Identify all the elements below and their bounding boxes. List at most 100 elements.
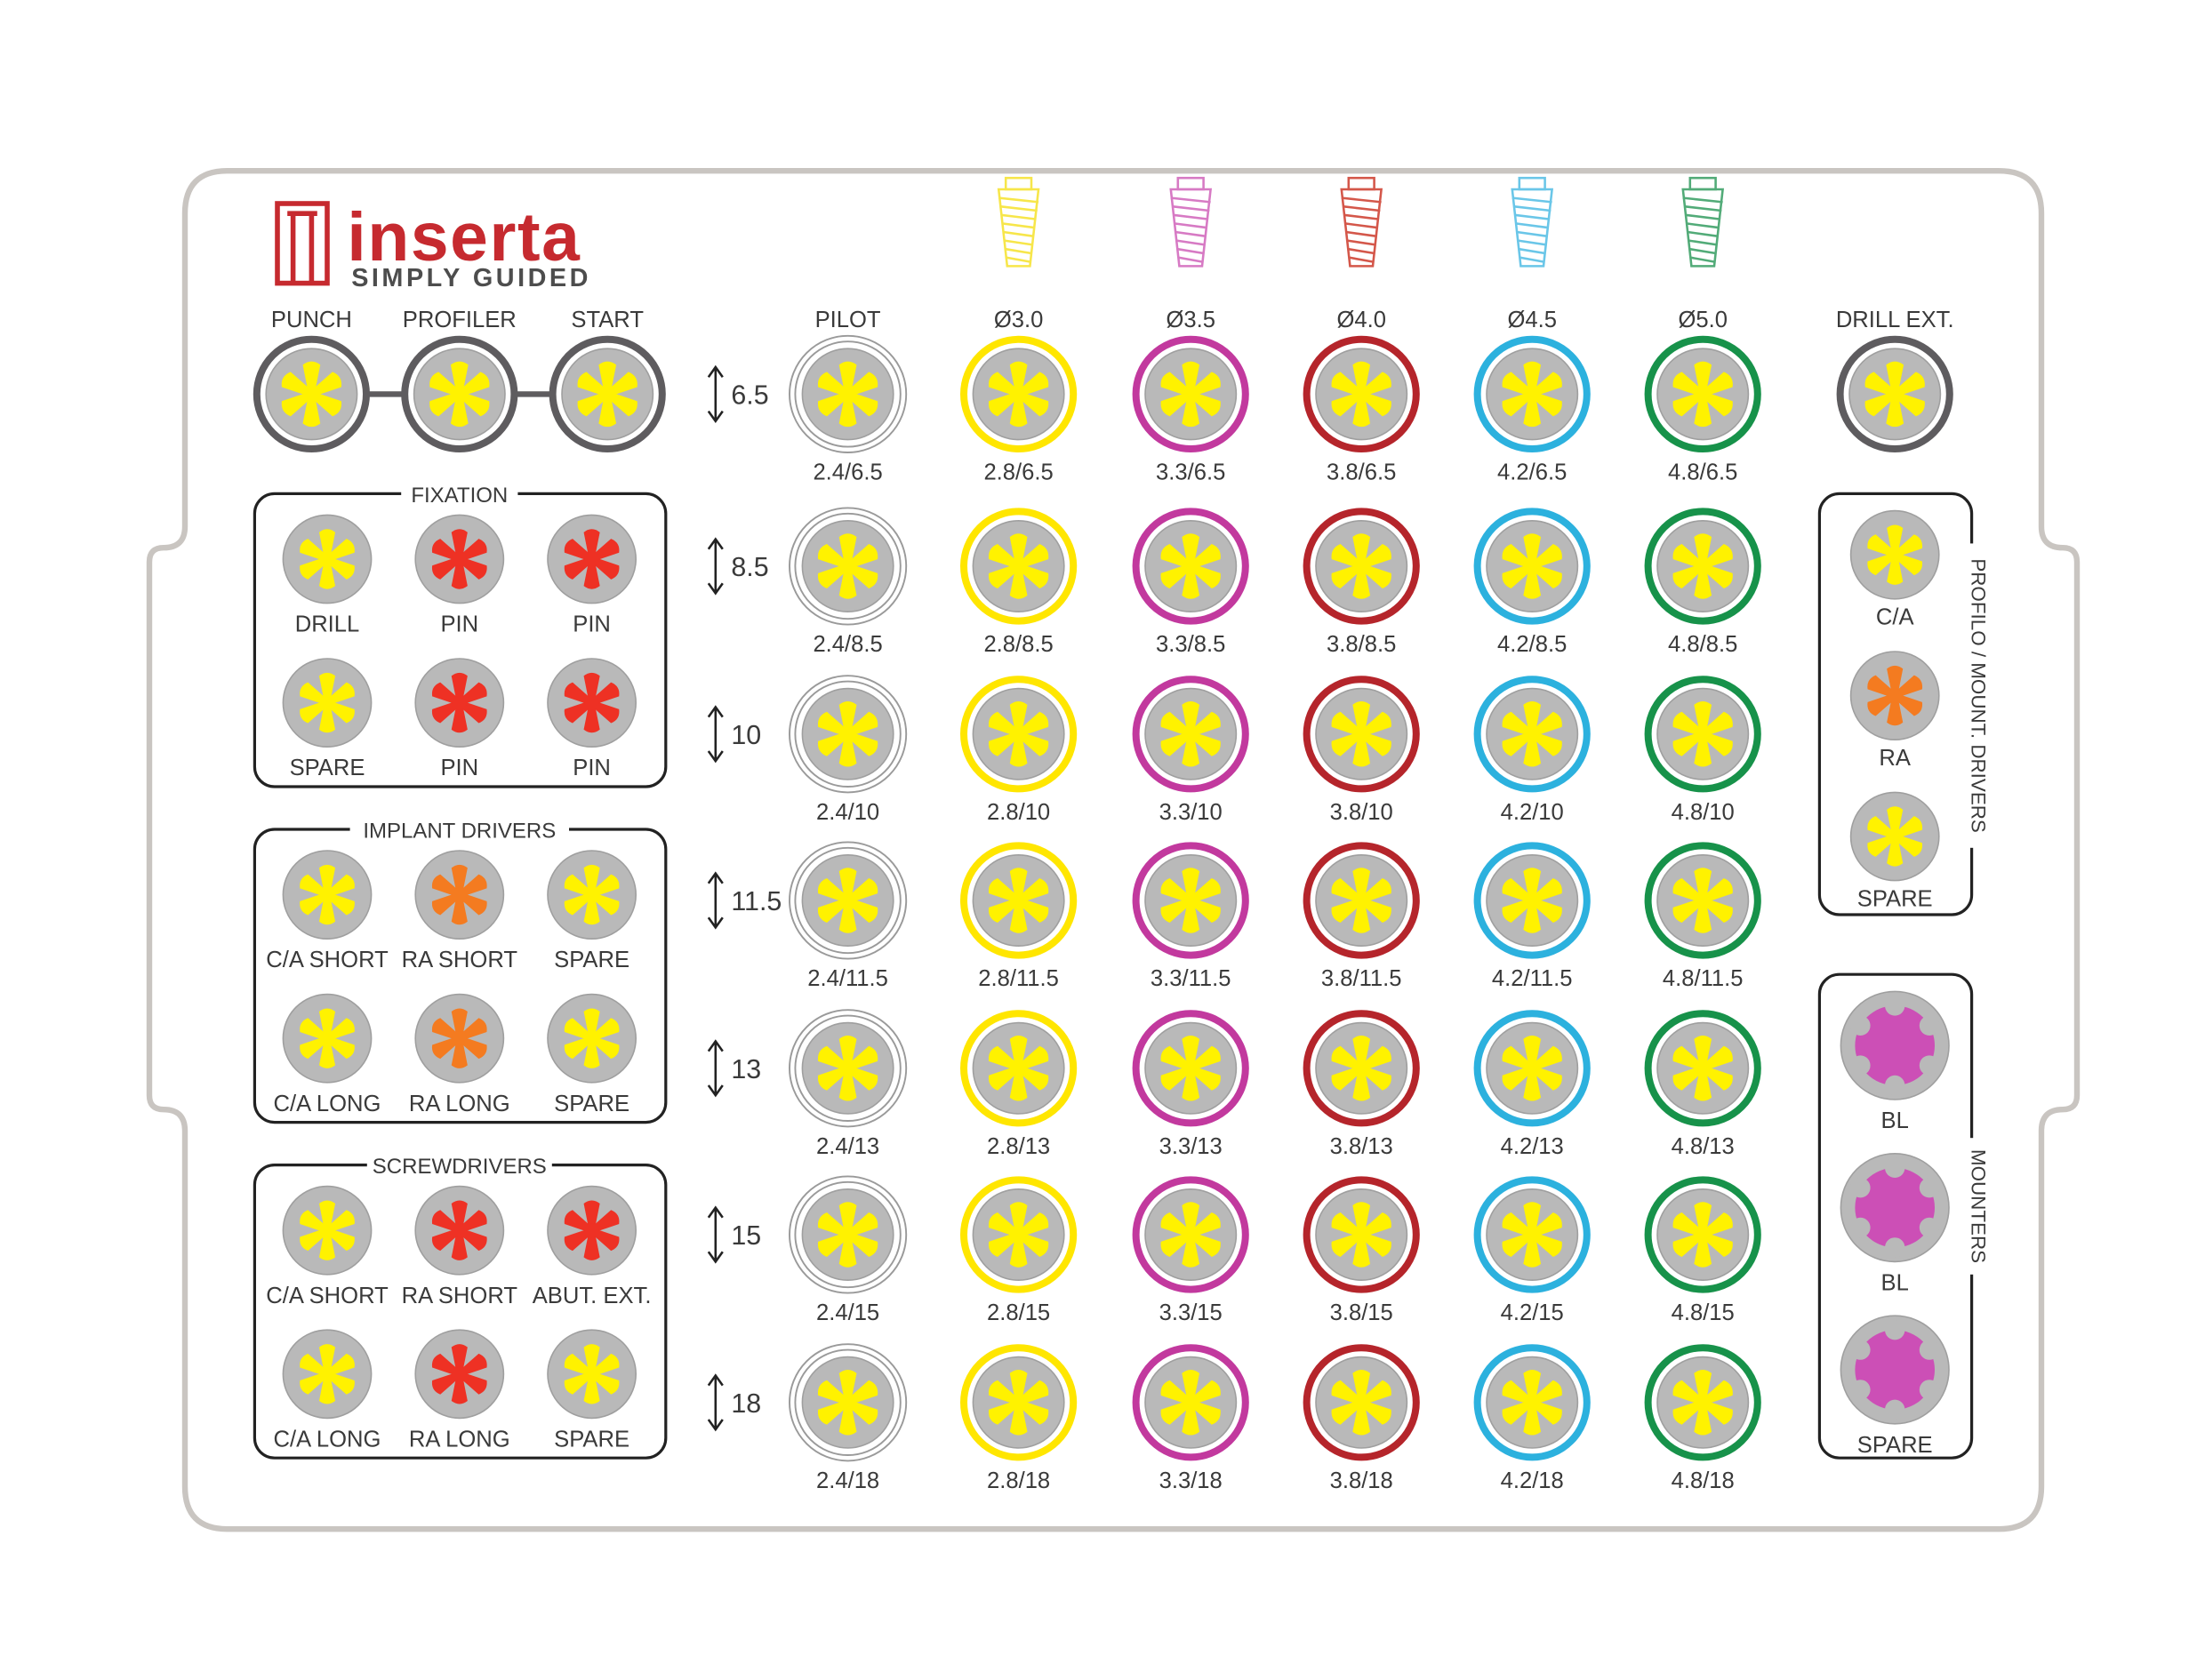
punch-slot[interactable] [253, 335, 370, 452]
drill-slot[interactable] [1644, 508, 1761, 625]
drill-slot[interactable] [789, 675, 908, 794]
slot-ra-long[interactable] [414, 993, 505, 1084]
brand-logo: inserta SIMPLY GUIDED [275, 199, 588, 292]
drill-slot[interactable] [1473, 1176, 1591, 1293]
slot-label: SPARE [554, 1427, 629, 1452]
star-icon [1502, 701, 1562, 767]
drill-slot[interactable] [1473, 335, 1591, 452]
slot-pin[interactable] [414, 514, 505, 604]
drill-slot[interactable] [789, 334, 908, 453]
drill-slot[interactable] [960, 508, 1078, 625]
drill-slot[interactable] [1644, 1344, 1761, 1461]
drill-slot[interactable] [1132, 676, 1249, 793]
star-icon [300, 672, 355, 733]
slot-label: SPARE [554, 1092, 629, 1116]
drill-slot[interactable] [1303, 1176, 1420, 1293]
mounter-slot[interactable] [1840, 1315, 1950, 1425]
slot-spare[interactable] [282, 658, 373, 748]
slot-label: C/A LONG [274, 1092, 381, 1116]
slot-c-a-short[interactable] [282, 850, 373, 940]
drill-slot[interactable] [789, 1343, 908, 1462]
drill-slot[interactable] [960, 842, 1078, 959]
star-icon [988, 1036, 1049, 1101]
drill-slot[interactable] [1132, 1344, 1249, 1461]
slot-label: RA SHORT [402, 948, 518, 972]
drill-slot[interactable] [960, 335, 1078, 452]
drill-size-label: 2.8/8.5 [983, 632, 1053, 657]
star-icon [300, 1200, 355, 1260]
drill-slot[interactable] [1644, 1176, 1761, 1293]
slot-ra-short[interactable] [414, 1185, 505, 1276]
drill-size-label: 2.4/13 [816, 1134, 879, 1159]
start-slot[interactable] [549, 335, 666, 452]
drill-slot[interactable] [1473, 1344, 1591, 1461]
profilo-slot[interactable] [1849, 791, 1940, 882]
slot-pin[interactable] [414, 658, 505, 748]
star-icon [577, 361, 637, 428]
star-icon [1864, 361, 1925, 428]
slot-c-a-short[interactable] [282, 1185, 373, 1276]
drill-slot[interactable] [1303, 1010, 1420, 1127]
drill-slot[interactable] [1644, 676, 1761, 793]
drill-slot[interactable] [1644, 842, 1761, 959]
slot-spare[interactable] [547, 850, 637, 940]
drill-size-label: 2.8/18 [987, 1468, 1050, 1493]
slot-pin[interactable] [547, 514, 637, 604]
drill-ext-slot[interactable] [1836, 335, 1953, 452]
drill-slot[interactable] [1303, 842, 1420, 959]
drill-slot[interactable] [1303, 676, 1420, 793]
implant-icon [997, 176, 1040, 268]
drill-size-label: 4.8/6.5 [1668, 460, 1737, 484]
slot-spare[interactable] [547, 993, 637, 1084]
slot-drill[interactable] [282, 514, 373, 604]
drill-slot[interactable] [789, 841, 908, 960]
mounter-slot[interactable] [1840, 1153, 1950, 1263]
length-label: 18 [731, 1388, 761, 1419]
drill-slot[interactable] [960, 1010, 1078, 1127]
implant-icon [1340, 176, 1383, 268]
drill-slot[interactable] [960, 676, 1078, 793]
implant-icon [1511, 176, 1554, 268]
drill-slot[interactable] [1132, 1010, 1249, 1127]
drill-slot[interactable] [1473, 842, 1591, 959]
star-icon [817, 1036, 878, 1101]
profilo-slot[interactable] [1849, 651, 1940, 741]
drill-slot[interactable] [789, 1009, 908, 1128]
drill-slot[interactable] [1473, 508, 1591, 625]
drill-slot[interactable] [1132, 508, 1249, 625]
drill-slot[interactable] [1132, 1176, 1249, 1293]
mounters-title: MOUNTERS [1968, 1149, 1990, 1263]
slot-c-a-long[interactable] [282, 1329, 373, 1420]
top-tools: PUNCH PROFILER START [253, 308, 666, 452]
drill-slot[interactable] [1644, 335, 1761, 452]
slot-label: ABUT. EXT. [533, 1284, 652, 1308]
drill-slot[interactable] [1303, 508, 1420, 625]
drill-slot[interactable] [960, 1176, 1078, 1293]
drill-size-label: 2.8/15 [987, 1300, 1050, 1325]
mounter-slot[interactable] [1840, 990, 1950, 1100]
drill-slot[interactable] [1473, 1010, 1591, 1127]
slot-spare[interactable] [547, 1329, 637, 1420]
slot-pin[interactable] [547, 658, 637, 748]
drill-slot[interactable] [1303, 335, 1420, 452]
drill-slot[interactable] [789, 1175, 908, 1294]
drill-slot[interactable] [960, 1344, 1078, 1461]
star-icon [564, 1200, 620, 1260]
drill-slot[interactable] [1473, 676, 1591, 793]
drill-slot[interactable] [1644, 1010, 1761, 1127]
drill-slot[interactable] [1132, 842, 1249, 959]
slot-c-a-long[interactable] [282, 993, 373, 1084]
slot-ra-long[interactable] [414, 1329, 505, 1420]
drill-ext-label: DRILL EXT. [1836, 308, 1954, 332]
star-icon [431, 1200, 487, 1260]
drill-slot[interactable] [1303, 1344, 1420, 1461]
drill-size-label: 3.3/18 [1159, 1468, 1223, 1493]
slot-ra-short[interactable] [414, 850, 505, 940]
drill-slot[interactable] [1132, 335, 1249, 452]
profiler-slot[interactable] [401, 335, 518, 452]
star-icon [300, 1008, 355, 1068]
drill-slot[interactable] [789, 507, 908, 626]
slot-abut-ext-[interactable] [547, 1185, 637, 1276]
star-icon [988, 868, 1049, 933]
profilo-slot[interactable] [1849, 509, 1940, 600]
